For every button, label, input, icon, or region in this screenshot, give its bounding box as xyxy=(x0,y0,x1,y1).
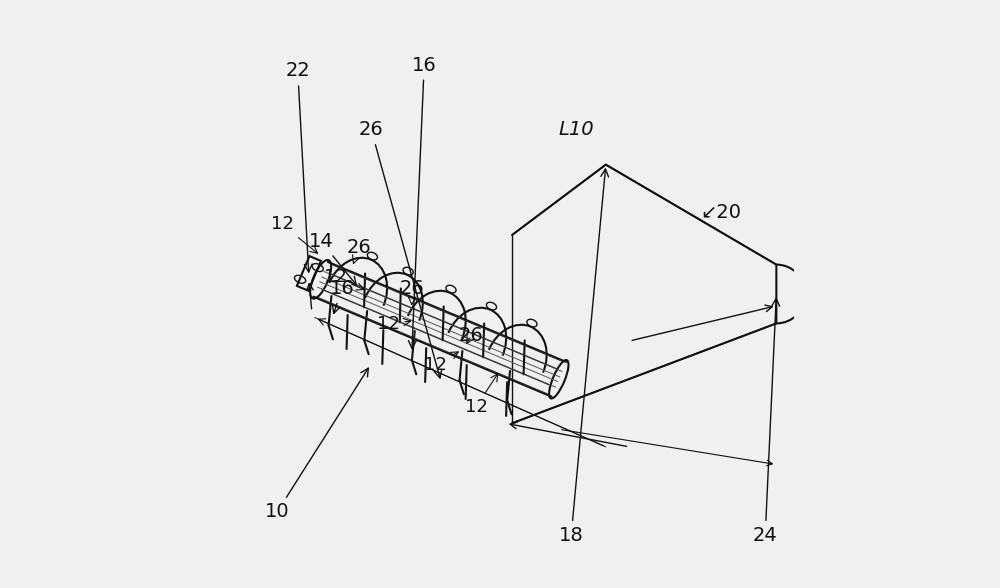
Text: 12: 12 xyxy=(324,268,364,290)
Text: 26: 26 xyxy=(459,326,484,345)
Text: 12: 12 xyxy=(377,315,411,333)
Text: 14: 14 xyxy=(309,232,356,285)
Text: 12: 12 xyxy=(271,215,318,253)
Text: ↙20: ↙20 xyxy=(700,202,741,222)
Text: 16: 16 xyxy=(408,55,437,349)
Text: 16: 16 xyxy=(329,279,354,313)
Text: 26: 26 xyxy=(347,238,372,263)
Text: 22: 22 xyxy=(285,61,312,272)
Text: L10: L10 xyxy=(559,120,594,139)
Text: 24: 24 xyxy=(753,298,780,545)
Text: 18: 18 xyxy=(559,169,609,545)
Text: 12: 12 xyxy=(424,352,458,375)
Text: 26: 26 xyxy=(400,279,425,305)
Text: 10: 10 xyxy=(265,368,368,522)
Text: 26: 26 xyxy=(359,120,442,378)
Text: 12: 12 xyxy=(465,374,498,416)
